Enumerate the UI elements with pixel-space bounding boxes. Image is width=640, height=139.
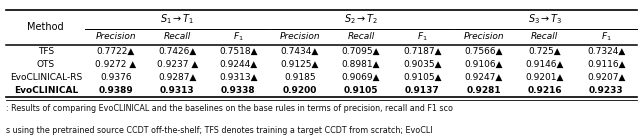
Text: 0.7722▲: 0.7722▲ [97,47,135,56]
Text: 0.9185: 0.9185 [284,73,316,82]
Text: 0.9201▲: 0.9201▲ [525,73,564,82]
Text: TFS: TFS [38,47,54,56]
Text: 0.9207▲: 0.9207▲ [587,73,625,82]
Text: 0.9069▲: 0.9069▲ [342,73,380,82]
Text: $S_3 \rightarrow T_3$: $S_3 \rightarrow T_3$ [527,13,562,26]
Text: 0.7434▲: 0.7434▲ [280,47,319,56]
Text: 0.7187▲: 0.7187▲ [403,47,442,56]
Text: Recall: Recall [164,32,191,41]
Text: 0.9313: 0.9313 [160,86,195,95]
Text: s using the pretrained source CCDT off-the-shelf; TFS denotes training a target : s using the pretrained source CCDT off-t… [6,126,433,135]
Text: 0.9200: 0.9200 [282,86,317,95]
Text: 0.9281: 0.9281 [467,86,501,95]
Text: 0.7566▲: 0.7566▲ [465,47,503,56]
Text: Recall: Recall [531,32,559,41]
Text: 0.725▲: 0.725▲ [529,47,561,56]
Text: $F_1$: $F_1$ [601,31,611,43]
Text: 0.9105▲: 0.9105▲ [403,73,442,82]
Text: 0.9338: 0.9338 [221,86,256,95]
Text: 0.9116▲: 0.9116▲ [587,60,625,69]
Text: Precision: Precision [280,32,320,41]
Text: 0.9313▲: 0.9313▲ [219,73,258,82]
Text: 0.9105: 0.9105 [344,86,378,95]
Text: 0.8981▲: 0.8981▲ [342,60,380,69]
Text: 0.9106▲: 0.9106▲ [465,60,503,69]
Text: 0.9244▲: 0.9244▲ [220,60,257,69]
Text: 0.9376: 0.9376 [100,73,132,82]
Text: 0.9146▲: 0.9146▲ [525,60,564,69]
Text: 0.9389: 0.9389 [99,86,133,95]
Text: Precision: Precision [95,32,136,41]
Text: EvoCLINICAL: EvoCLINICAL [13,86,78,95]
Text: 0.9216: 0.9216 [527,86,562,95]
Text: 0.9237 ▲: 0.9237 ▲ [157,60,198,69]
Text: $S_1 \rightarrow T_1$: $S_1 \rightarrow T_1$ [160,13,195,26]
Text: 0.9247▲: 0.9247▲ [465,73,502,82]
Text: 0.9287▲: 0.9287▲ [158,73,196,82]
Text: 0.9035▲: 0.9035▲ [403,60,442,69]
Text: 0.7324▲: 0.7324▲ [587,47,625,56]
Text: $F_1$: $F_1$ [233,31,244,43]
Text: 0.9125▲: 0.9125▲ [280,60,319,69]
Text: EvoCLINICAL-RS: EvoCLINICAL-RS [10,73,82,82]
Text: Recall: Recall [348,32,374,41]
Text: Method: Method [28,22,64,32]
Text: 0.7426▲: 0.7426▲ [158,47,196,56]
Text: 0.9137: 0.9137 [405,86,440,95]
Text: 0.9233: 0.9233 [589,86,623,95]
Text: 0.7095▲: 0.7095▲ [342,47,380,56]
Text: : Results of comparing EvoCLINICAL and the baselines on the base rules in terms : : Results of comparing EvoCLINICAL and t… [6,104,453,113]
Text: Precision: Precision [463,32,504,41]
Text: OTS: OTS [36,60,55,69]
Text: $S_2 \rightarrow T_2$: $S_2 \rightarrow T_2$ [344,13,378,26]
Text: $F_1$: $F_1$ [417,31,428,43]
Text: 0.7518▲: 0.7518▲ [219,47,258,56]
Text: 0.9272 ▲: 0.9272 ▲ [95,60,136,69]
